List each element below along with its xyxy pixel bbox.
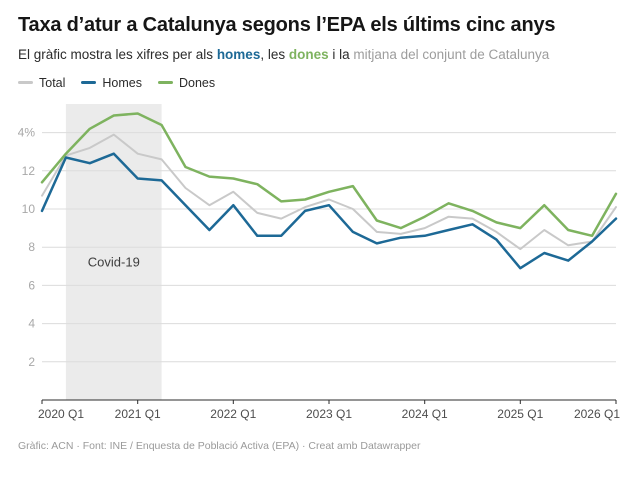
legend-item-homes: Homes	[81, 76, 142, 90]
page-title: Taxa d’atur a Catalunya segons l’EPA els…	[18, 14, 556, 36]
dones-line-swatch-icon	[158, 81, 173, 85]
covid-band	[65, 103, 162, 400]
legend-item-total: Total	[18, 76, 65, 90]
svg-text:2024 Q1: 2024 Q1	[402, 407, 448, 421]
chart-credit: Gràfic: ACN · Font: INE / Enquesta de Po…	[18, 439, 421, 452]
svg-text:6: 6	[28, 278, 35, 292]
subtitle-text: i la	[328, 47, 354, 62]
svg-text:2022 Q1: 2022 Q1	[210, 407, 256, 421]
unemployment-chart-svg: 2 4 6 8 10 12 14% Covid-19 2020 Q1 2021 Q1 2022 Q1…	[11, 103, 620, 421]
subtitle-text: El gràfic mostra les xifres per als	[18, 47, 217, 62]
svg-text:2025 Q1: 2025 Q1	[497, 407, 543, 421]
line-total	[41, 133, 617, 250]
line-dones	[40, 111, 618, 237]
legend-item-dones: Dones	[158, 76, 215, 90]
legend-label-dones: Dones	[179, 75, 216, 90]
subtitle-dones-highlight: dones	[288, 47, 329, 62]
svg-text:2: 2	[28, 354, 35, 368]
svg-text:2020 Q1: 2020 Q1	[38, 407, 84, 421]
chart-card: Taxa d’atur a Catalunya segons l’EPA els…	[11, 14, 622, 452]
covid-label: Covid-19	[88, 254, 140, 269]
svg-text:2026 Q1: 2026 Q1	[574, 407, 620, 421]
svg-text:4: 4	[28, 316, 35, 330]
legend-label-homes: Homes	[102, 75, 142, 90]
total-line-swatch-icon	[18, 81, 33, 85]
subtitle-homes-highlight: homes	[216, 47, 261, 62]
homes-line-swatch-icon	[81, 81, 97, 85]
svg-text:12: 12	[22, 163, 36, 177]
svg-text:8: 8	[28, 240, 35, 254]
unemployment-line-chart: 2 4 6 8 10 12 14% Covid-19 2020 Q1 2021 Q1 2022 Q1…	[11, 92, 622, 436]
subtitle-mitjana-text: mitjana del conjunt de Catalunya	[353, 47, 550, 62]
legend-label-total: Total	[39, 75, 66, 90]
svg-text:14%: 14%	[18, 125, 35, 139]
svg-text:2021 Q1: 2021 Q1	[115, 407, 161, 421]
subtitle-text: , les	[260, 47, 289, 62]
line-homes	[40, 151, 618, 269]
svg-text:10: 10	[22, 202, 36, 216]
svg-text:2023 Q1: 2023 Q1	[306, 407, 352, 421]
chart-subtitle: El gràfic mostra les xifres per als home…	[18, 46, 622, 64]
legend: Total Homes Dones	[18, 76, 622, 90]
